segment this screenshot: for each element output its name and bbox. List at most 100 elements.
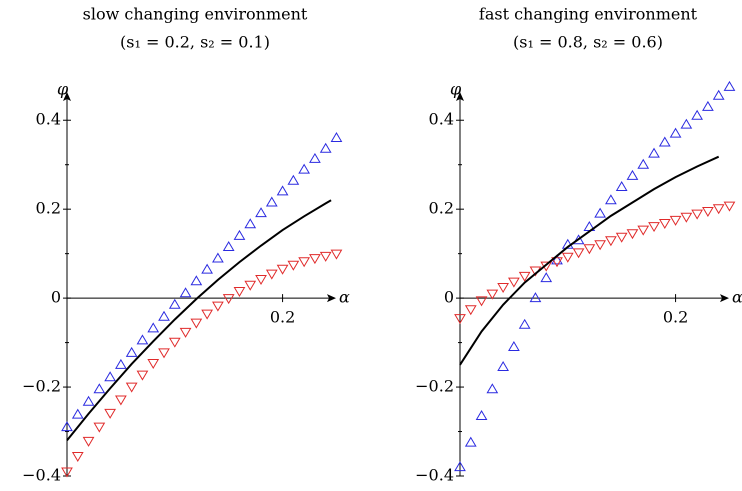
marker	[190, 318, 203, 329]
marker	[147, 359, 160, 370]
marker	[93, 383, 106, 394]
marker	[594, 240, 606, 251]
y-tick-label: 0.2	[36, 199, 61, 218]
marker	[723, 201, 736, 212]
marker	[319, 142, 332, 153]
marker	[115, 395, 127, 406]
curve	[459, 155, 720, 366]
marker	[605, 236, 617, 247]
marker	[265, 269, 278, 280]
marker	[309, 254, 321, 265]
marker	[658, 136, 671, 147]
marker	[497, 283, 509, 293]
marker	[255, 207, 267, 218]
curve	[66, 199, 332, 442]
chart-subtitle: (s₁ = 0.2, s₂ = 0.1)	[120, 33, 270, 52]
y-tick-label: −0.2	[22, 377, 61, 396]
marker	[626, 169, 639, 180]
marker	[497, 361, 509, 372]
marker	[615, 180, 628, 191]
marker	[265, 196, 278, 207]
marker	[319, 251, 332, 262]
marker	[115, 358, 127, 369]
marker	[648, 222, 660, 233]
marker	[147, 322, 160, 333]
marker	[658, 218, 671, 229]
marker	[104, 408, 116, 419]
marker	[486, 383, 499, 394]
marker	[222, 240, 235, 251]
marker	[298, 163, 311, 174]
y-tick-label: 0.4	[36, 110, 61, 129]
marker	[518, 318, 531, 329]
marker	[702, 206, 714, 217]
marker	[712, 204, 725, 215]
marker	[212, 301, 224, 312]
marker	[551, 257, 563, 268]
marker	[540, 272, 553, 283]
marker	[201, 309, 213, 320]
y-axis-label: φ	[450, 80, 462, 99]
marker	[551, 254, 563, 265]
y-tick-label: −0.2	[415, 377, 454, 396]
x-axis-label: α	[339, 288, 350, 307]
marker	[615, 232, 628, 243]
marker	[71, 408, 84, 419]
marker	[61, 467, 73, 478]
x-axis-arrow	[327, 294, 336, 303]
chart-title: fast changing environment	[479, 5, 698, 24]
marker	[71, 451, 84, 462]
marker	[233, 229, 246, 240]
y-tick-label: 0	[444, 288, 454, 307]
marker	[508, 277, 520, 288]
marker	[464, 436, 477, 447]
y-tick-label: 0.2	[429, 199, 454, 218]
marker	[561, 252, 574, 263]
marker	[244, 218, 257, 229]
marker	[594, 207, 606, 218]
marker	[712, 89, 725, 100]
marker	[680, 118, 693, 129]
marker	[637, 158, 650, 169]
marker	[508, 341, 520, 352]
marker	[287, 260, 300, 271]
marker	[82, 395, 95, 406]
marker	[529, 292, 542, 303]
y-axis-arrow	[63, 92, 71, 101]
marker	[464, 305, 477, 316]
marker	[572, 234, 585, 245]
marker	[691, 209, 704, 220]
marker	[212, 252, 224, 263]
marker	[309, 152, 321, 163]
marker	[330, 249, 343, 260]
marker	[702, 100, 714, 111]
marker	[125, 346, 138, 357]
marker	[125, 382, 138, 393]
marker	[190, 275, 203, 286]
marker	[93, 422, 106, 433]
y-tick-label: 0	[51, 288, 61, 307]
marker	[454, 314, 466, 325]
marker	[136, 370, 149, 381]
marker	[276, 185, 289, 196]
marker	[626, 229, 639, 240]
subplot: slow changing environment (s₁ = 0.2, s₂ =…	[22, 5, 350, 485]
marker	[158, 348, 170, 359]
y-tick-label: 0.4	[429, 110, 454, 129]
marker	[233, 287, 246, 297]
chart-title: slow changing environment	[83, 5, 308, 24]
marker	[605, 194, 617, 205]
marker	[201, 263, 213, 274]
marker	[287, 174, 300, 185]
marker	[179, 287, 192, 298]
marker	[475, 409, 488, 420]
y-tick-label: −0.4	[22, 466, 61, 485]
y-axis-label: φ	[57, 80, 69, 99]
marker	[691, 109, 704, 120]
marker	[255, 274, 267, 285]
marker	[276, 264, 289, 275]
x-axis-label: α	[732, 288, 742, 307]
marker	[222, 294, 235, 305]
subplot: fast changing environment (s₁ = 0.8, s₂ =…	[415, 5, 742, 485]
